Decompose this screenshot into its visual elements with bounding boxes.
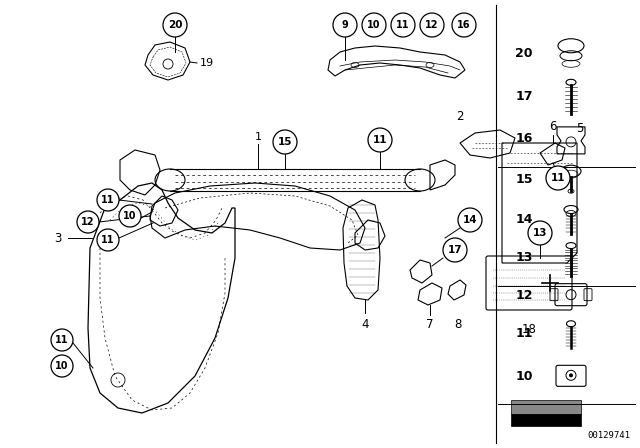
Circle shape: [119, 205, 141, 227]
Circle shape: [452, 13, 476, 37]
Circle shape: [97, 229, 119, 251]
Circle shape: [391, 13, 415, 37]
Circle shape: [368, 128, 392, 152]
Circle shape: [420, 13, 444, 37]
Text: 16: 16: [515, 132, 532, 146]
FancyBboxPatch shape: [511, 400, 581, 414]
Text: 9: 9: [342, 20, 348, 30]
Text: 18: 18: [522, 323, 536, 336]
Text: 14: 14: [463, 215, 477, 225]
Circle shape: [333, 13, 357, 37]
Text: 1: 1: [255, 132, 262, 142]
Text: 00129741: 00129741: [587, 431, 630, 440]
Text: 8: 8: [454, 318, 461, 331]
Text: 2: 2: [456, 110, 464, 123]
Text: 20: 20: [515, 47, 532, 60]
Text: 11: 11: [101, 235, 115, 245]
Text: 10: 10: [124, 211, 137, 221]
Text: 12: 12: [81, 217, 95, 227]
Text: 17: 17: [448, 245, 462, 255]
Text: 15: 15: [278, 137, 292, 147]
Text: 4: 4: [361, 318, 369, 331]
Circle shape: [458, 208, 482, 232]
Circle shape: [97, 189, 119, 211]
Text: 20: 20: [168, 20, 182, 30]
Circle shape: [443, 238, 467, 262]
Text: 10: 10: [55, 361, 68, 371]
Text: 11: 11: [551, 173, 565, 183]
Text: 17: 17: [515, 90, 532, 103]
Text: 16: 16: [457, 20, 471, 30]
Circle shape: [273, 130, 297, 154]
Text: 13: 13: [515, 251, 532, 264]
Circle shape: [51, 355, 73, 377]
Circle shape: [528, 221, 552, 245]
Text: 11: 11: [372, 135, 387, 145]
Circle shape: [362, 13, 386, 37]
Text: 7: 7: [426, 318, 434, 331]
Circle shape: [51, 329, 73, 351]
Circle shape: [569, 373, 573, 377]
Text: 3: 3: [54, 232, 61, 245]
Text: 6: 6: [549, 120, 557, 133]
Text: 10: 10: [367, 20, 381, 30]
Text: 14: 14: [515, 213, 532, 226]
Text: 11: 11: [515, 327, 532, 340]
Text: 11: 11: [101, 195, 115, 205]
Text: 12: 12: [515, 289, 532, 302]
Text: 15: 15: [515, 172, 532, 186]
Circle shape: [546, 166, 570, 190]
FancyBboxPatch shape: [511, 414, 581, 426]
Text: 5: 5: [576, 122, 584, 135]
Circle shape: [77, 211, 99, 233]
Text: 10: 10: [515, 370, 532, 383]
Text: 12: 12: [425, 20, 439, 30]
Text: 11: 11: [396, 20, 410, 30]
Text: 11: 11: [55, 335, 68, 345]
Circle shape: [163, 13, 187, 37]
Text: 19: 19: [200, 58, 214, 68]
Text: 13: 13: [532, 228, 547, 238]
